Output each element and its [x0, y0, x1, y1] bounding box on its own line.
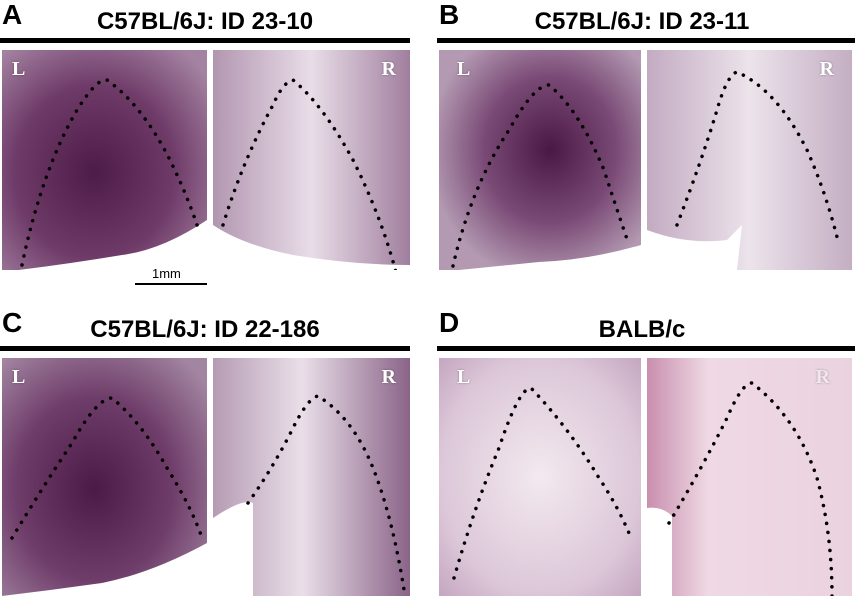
panel-letter: D: [439, 307, 460, 338]
panel-b: B C57BL/6J: ID 23-11 L: [437, 0, 855, 290]
left-side-label: L: [12, 366, 26, 388]
title-rule: [0, 346, 410, 351]
title-rule: [0, 38, 410, 43]
right-hemisphere-image: R: [213, 50, 410, 270]
panel-c: C C57BL/6J: ID 22-186 L: [0, 308, 410, 598]
right-hemisphere-image: R: [647, 50, 852, 270]
panel-a: A C57BL/6J: ID 23-10 L: [0, 0, 410, 290]
panel-d: D BALB/c L: [437, 307, 855, 598]
panel-title: C57BL/6J: ID 22-186: [90, 316, 320, 343]
panel-title: C57BL/6J: ID 23-10: [96, 8, 314, 35]
right-side-label: R: [381, 58, 396, 80]
right-side-label: R: [819, 58, 834, 80]
right-hemisphere-image: R: [647, 358, 852, 596]
left-side-label: L: [457, 58, 471, 80]
left-side-label: L: [457, 366, 471, 388]
panel-letter: B: [439, 0, 460, 30]
scale-bar: [135, 283, 207, 285]
right-hemisphere-image: R: [213, 358, 410, 596]
left-hemisphere-image: L: [2, 358, 207, 596]
right-side-label: R: [381, 366, 396, 388]
left-hemisphere-image: L: [439, 50, 641, 270]
panel-letter: A: [2, 0, 23, 30]
title-rule: [437, 346, 855, 351]
right-side-label: R: [815, 366, 830, 388]
title-rule: [437, 38, 855, 43]
left-hemisphere-image: L: [439, 358, 641, 596]
panel-title: C57BL/6J: ID 23-11: [534, 8, 750, 35]
panel-letter: C: [2, 307, 23, 338]
panel-title: BALB/c: [598, 316, 686, 343]
scale-bar-label: 1mm: [152, 266, 181, 281]
left-hemisphere-image: L: [2, 50, 207, 270]
left-side-label: L: [12, 58, 26, 80]
